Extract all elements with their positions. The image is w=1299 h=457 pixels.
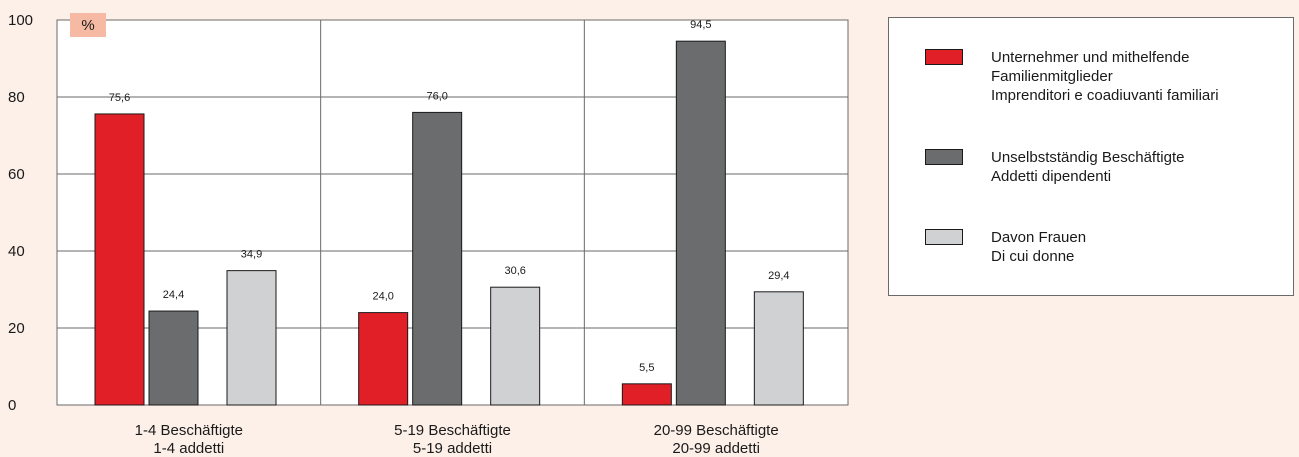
- y-tick-label: 0: [8, 397, 16, 414]
- bar: [358, 312, 409, 406]
- legend-label-employees: Unselbstständig Beschäftigte Addetti dip…: [991, 149, 1185, 185]
- x-tick-label: 5-19 Beschäftigte: [394, 422, 511, 439]
- x-tick-label: 20-99 Beschäftigte: [654, 422, 779, 439]
- bar: [490, 286, 541, 406]
- x-tick-label: 1-4 addetti: [153, 440, 224, 457]
- y-tick-label: 100: [8, 12, 33, 29]
- legend-swatch-darkgray: [925, 149, 963, 165]
- legend-label-women: Davon Frauen Di cui donne: [991, 229, 1087, 265]
- legend-label-entrepreneurs: Unternehmer und mithelfende Familienmitg…: [991, 49, 1219, 104]
- data-label: 29,4: [768, 270, 789, 282]
- data-label: 34,9: [241, 249, 262, 261]
- bar: [148, 310, 199, 406]
- x-tick-label: 20-99 addetti: [672, 440, 760, 457]
- data-label: 24,4: [163, 289, 184, 301]
- bar: [94, 113, 145, 406]
- x-tick-label: 1-4 Beschäftigte: [135, 422, 243, 439]
- data-label: 76,0: [426, 90, 447, 102]
- data-label: 24,0: [372, 291, 393, 303]
- data-label: 30,6: [504, 265, 525, 277]
- unit-badge: [70, 13, 106, 37]
- data-label: 94,5: [690, 19, 711, 31]
- x-tick-label: 5-19 addetti: [413, 440, 492, 457]
- legend-swatch-lightgray: [925, 229, 963, 245]
- bar: [226, 270, 277, 406]
- data-label: 5,5: [639, 362, 654, 374]
- y-tick-label: 40: [8, 243, 25, 260]
- bar-chart: 0 20 40 60 80 100 % 75,6 24,4 34,9 1-4 Beschäftigt…: [8, 12, 849, 457]
- data-label: 75,6: [109, 92, 130, 104]
- unit-label: %: [81, 17, 94, 34]
- legend-swatch-red: [925, 49, 963, 65]
- bar: [412, 111, 463, 406]
- y-tick-label: 20: [8, 320, 25, 337]
- bar: [753, 291, 804, 406]
- bar: [621, 383, 672, 406]
- bar: [675, 40, 726, 406]
- chart-legend: Unternehmer und mithelfende Familienmitg…: [888, 17, 1294, 296]
- y-tick-label: 80: [8, 89, 25, 106]
- y-tick-label: 60: [8, 166, 25, 183]
